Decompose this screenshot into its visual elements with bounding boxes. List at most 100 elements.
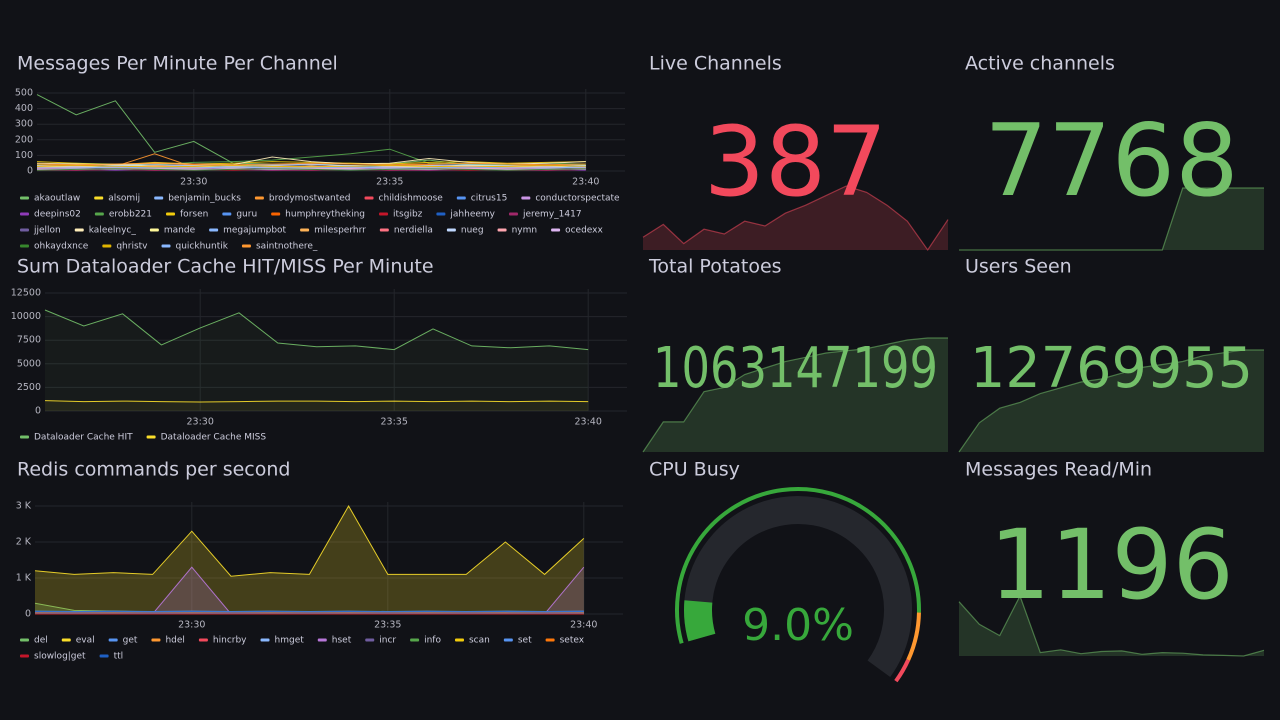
sparkline-line	[958, 349, 1264, 453]
y-tick-label: 5000	[17, 358, 41, 369]
gauge-threshold	[675, 487, 921, 644]
legend-swatch	[20, 435, 29, 439]
legend-label: jjellon	[33, 226, 61, 236]
legend-swatch	[379, 228, 389, 232]
series-area	[35, 567, 584, 614]
legend-label: ttl	[114, 652, 124, 662]
legend-swatch	[364, 196, 374, 200]
panel-title: Messages Per Minute Per Channel	[17, 53, 338, 75]
legend-label: nueg	[461, 226, 484, 236]
legend-label: itsgibz	[393, 210, 423, 220]
legend-label: brodymostwanted	[269, 194, 351, 204]
panel-title: Active channels	[965, 53, 1115, 75]
legend-label: alsomij	[108, 194, 140, 204]
legend-label: milesperhrr	[314, 226, 366, 236]
y-tick-label: 0	[27, 166, 33, 177]
legend-label: kaleelnyc_	[89, 226, 137, 236]
x-tick-label: 23:30	[178, 620, 205, 631]
legend-label: Dataloader Cache HIT	[34, 433, 133, 443]
legend-label: akaoutlaw	[34, 194, 80, 204]
legend-swatch	[149, 228, 159, 232]
sparkline-line	[642, 185, 949, 252]
legend-label: megajumpbot	[223, 226, 286, 236]
stat-value: 12769955	[970, 336, 1253, 401]
legend-swatch	[317, 638, 327, 642]
legend-label: jeremy_1417	[522, 210, 582, 220]
series-line	[37, 166, 586, 169]
legend-label: hincrby	[213, 636, 247, 646]
legend-swatch	[271, 212, 281, 216]
legend-swatch	[74, 228, 84, 232]
legend-label: hdel	[165, 636, 184, 646]
legend-swatch	[456, 196, 466, 200]
series-line	[36, 164, 586, 168]
legend-label: conductorspectate	[535, 194, 620, 204]
x-tick-label: 23:35	[376, 177, 403, 188]
legend-swatch	[20, 654, 29, 658]
legend-label: ohkaydxnce	[34, 242, 89, 252]
legend-label: slowlog|get	[34, 652, 86, 662]
y-tick-label: 2500	[17, 382, 41, 393]
legend-swatch	[508, 212, 518, 216]
x-tick-label: 23:40	[570, 620, 597, 631]
legend-swatch	[102, 244, 112, 248]
sparkline-area	[959, 350, 1264, 452]
series-area	[35, 506, 584, 614]
legend-swatch	[146, 435, 156, 439]
legend-swatch	[151, 638, 161, 642]
sparkline-line	[642, 337, 948, 453]
legend-label: childishmoose	[379, 194, 444, 204]
legend-swatch	[300, 228, 310, 232]
legend-label: ocedexx	[565, 226, 603, 236]
sparkline-line	[958, 594, 1265, 657]
x-tick-label: 23:30	[180, 177, 207, 188]
x-tick-label: 23:35	[381, 417, 408, 428]
legend-swatch	[94, 212, 104, 216]
legend-label: scan	[469, 636, 490, 646]
legend-swatch	[61, 638, 71, 642]
series-area	[45, 310, 589, 411]
series-line	[36, 94, 586, 167]
y-tick-label: 1 K	[16, 573, 32, 584]
y-tick-label: 200	[15, 134, 33, 145]
gauge-value	[684, 600, 716, 642]
legend-swatch	[446, 228, 456, 232]
legend-swatch	[545, 638, 555, 642]
panel-title: Messages Read/Min	[965, 459, 1152, 481]
legend-swatch	[209, 228, 219, 232]
legend-swatch	[410, 638, 420, 642]
legend-label: jahheemy	[449, 210, 495, 220]
stat-value: 7768	[984, 102, 1239, 219]
legend-label: hmget	[275, 636, 305, 646]
legend-swatch	[20, 212, 29, 216]
series-area	[45, 400, 589, 411]
legend-swatch	[20, 228, 29, 232]
series-line	[34, 504, 585, 577]
series-line	[36, 166, 586, 170]
y-tick-label: 0	[25, 609, 31, 620]
panel-title: CPU Busy	[649, 459, 740, 481]
legend-swatch	[241, 244, 251, 248]
stat-value: 1196	[989, 509, 1233, 621]
y-tick-label: 12500	[11, 288, 41, 299]
y-tick-label: 300	[15, 119, 33, 130]
y-tick-label: 3 K	[16, 501, 32, 512]
legend-label: erobb221	[109, 210, 152, 220]
legend-swatch	[521, 196, 531, 200]
legend-label: humphreytheking	[285, 210, 365, 220]
legend-swatch	[154, 196, 164, 200]
x-tick-label: 23:35	[374, 620, 401, 631]
series-line	[36, 162, 586, 166]
gauge-label: 9.0%	[742, 600, 854, 651]
legend-swatch	[379, 212, 389, 216]
legend-swatch	[222, 212, 232, 216]
x-tick-label: 23:40	[575, 417, 602, 428]
gauge-threshold	[894, 659, 911, 683]
sparkline-area	[643, 186, 948, 250]
legend-swatch	[20, 196, 29, 200]
legend-swatch	[503, 638, 513, 642]
panel-title: Sum Dataloader Cache HIT/MISS Per Minute	[17, 256, 434, 278]
series-line	[44, 400, 589, 403]
panel-title: Total Potatoes	[648, 256, 782, 278]
